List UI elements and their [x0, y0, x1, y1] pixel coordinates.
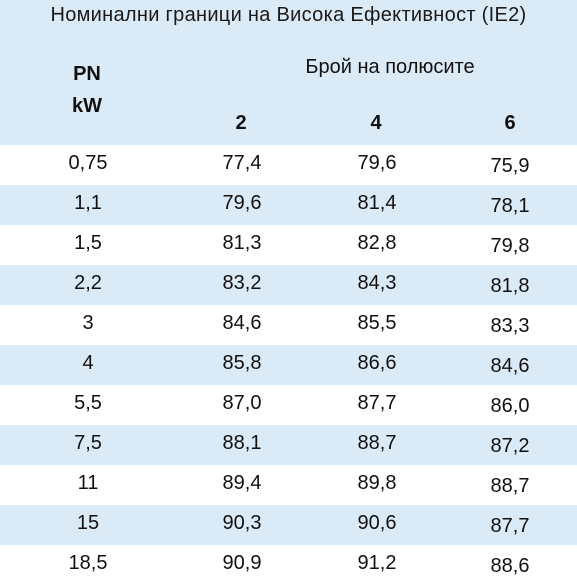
- efficiency-2-poles-cell: 83,2: [222, 272, 262, 294]
- table-header: Номинални граници на Висока Ефективност …: [0, 0, 577, 145]
- efficiency-6-poles-cell: 83,3: [490, 315, 530, 337]
- efficiency-6-poles-cell: 79,8: [490, 235, 530, 257]
- efficiency-2-poles-cell: 79,6: [222, 192, 262, 214]
- table-row: 7,5 88,1 88,7 87,2: [0, 425, 577, 465]
- pn-label: PN: [73, 63, 101, 85]
- efficiency-6-poles-cell: 88,6: [490, 555, 530, 577]
- pn-cell: 7,5: [74, 432, 102, 454]
- column-header-6-poles: 6: [504, 112, 516, 134]
- efficiency-4-poles-cell: 89,8: [357, 472, 397, 494]
- table-row: 0,75 77,4 79,6 75,9: [0, 145, 577, 185]
- efficiency-2-poles-cell: 88,1: [222, 432, 262, 454]
- column-header-4-poles: 4: [370, 112, 382, 134]
- table-row: 15 90,3 90,6 87,7: [0, 505, 577, 545]
- table-row: 1,5 81,3 82,8 79,8: [0, 225, 577, 265]
- efficiency-4-poles-cell: 85,5: [357, 312, 397, 334]
- pn-cell: 4: [82, 352, 94, 374]
- efficiency-6-poles-cell: 87,2: [490, 435, 530, 457]
- pn-cell: 0,75: [68, 152, 108, 174]
- efficiency-4-poles-cell: 90,6: [357, 512, 397, 534]
- pn-cell: 1,5: [74, 232, 102, 254]
- table-title: Номинални граници на Висока Ефективност …: [50, 4, 527, 26]
- poles-group-header: Брой на полюсите: [305, 56, 475, 78]
- efficiency-2-poles-cell: 81,3: [222, 232, 262, 254]
- table-row: 5,5 87,0 87,7 86,0: [0, 385, 577, 425]
- efficiency-4-poles-cell: 88,7: [357, 432, 397, 454]
- efficiency-6-poles-cell: 87,7: [490, 515, 530, 537]
- efficiency-4-poles-cell: 86,6: [357, 352, 397, 374]
- table-row: 4 85,8 86,6 84,6: [0, 345, 577, 385]
- pn-cell: 3: [82, 312, 94, 334]
- efficiency-2-poles-cell: 90,3: [222, 512, 262, 534]
- table-row: 18,5 90,9 91,2 88,6: [0, 545, 577, 585]
- pn-column-header: PN kW: [52, 58, 122, 122]
- efficiency-4-poles-cell: 81,4: [357, 192, 397, 214]
- efficiency-2-poles-cell: 89,4: [222, 472, 262, 494]
- efficiency-4-poles-cell: 91,2: [357, 552, 397, 574]
- efficiency-2-poles-cell: 84,6: [222, 312, 262, 334]
- table-row: 2,2 83,2 84,3 81,8: [0, 265, 577, 305]
- pn-cell: 18,5: [68, 552, 108, 574]
- pn-cell: 2,2: [74, 272, 102, 294]
- efficiency-6-poles-cell: 84,6: [490, 355, 530, 377]
- efficiency-2-poles-cell: 85,8: [222, 352, 262, 374]
- efficiency-6-poles-cell: 86,0: [490, 395, 530, 417]
- column-header-2-poles: 2: [235, 112, 247, 134]
- efficiency-6-poles-cell: 78,1: [490, 195, 530, 217]
- pn-cell: 15: [76, 512, 100, 534]
- efficiency-6-poles-cell: 88,7: [490, 475, 530, 497]
- efficiency-6-poles-cell: 75,9: [490, 155, 530, 177]
- pn-cell: 1,1: [74, 192, 102, 214]
- pn-unit-label: kW: [72, 95, 102, 117]
- pn-cell: 11: [77, 472, 99, 494]
- efficiency-6-poles-cell: 81,8: [490, 275, 530, 297]
- efficiency-2-poles-cell: 90,9: [222, 552, 262, 574]
- table-row: 3 84,6 85,5 83,3: [0, 305, 577, 345]
- efficiency-4-poles-cell: 87,7: [357, 392, 397, 414]
- pn-cell: 5,5: [74, 392, 102, 414]
- efficiency-4-poles-cell: 79,6: [357, 152, 397, 174]
- efficiency-4-poles-cell: 84,3: [357, 272, 397, 294]
- table-row: 11 89,4 89,8 88,7: [0, 465, 577, 505]
- table-row: 1,1 79,6 81,4 78,1: [0, 185, 577, 225]
- efficiency-2-poles-cell: 87,0: [222, 392, 262, 414]
- efficiency-2-poles-cell: 77,4: [222, 152, 262, 174]
- efficiency-4-poles-cell: 82,8: [357, 232, 397, 254]
